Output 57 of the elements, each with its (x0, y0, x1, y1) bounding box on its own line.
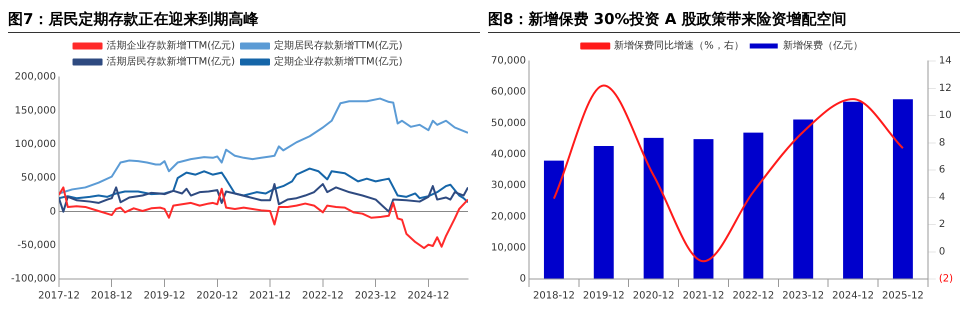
x-tick-label: 2024-12 (408, 290, 450, 302)
bar (594, 146, 614, 278)
x-tick-label: 2022-12 (302, 290, 344, 302)
y-tick-label: 0 (50, 206, 56, 218)
x-tick-label: 2023-12 (782, 290, 824, 302)
y2-tick-label: (2) (938, 274, 954, 285)
y2-tick-label: 6 (938, 164, 946, 176)
x-tick-label: 2019-12 (582, 290, 625, 302)
x-tick-label: 2020-12 (196, 290, 238, 302)
bar (644, 138, 664, 278)
bar (843, 102, 864, 278)
legend-label: 活期企业存款新增TTM(亿元) (106, 40, 236, 52)
y-tick-label: 100,000 (14, 138, 56, 150)
y-tick-label: 50,000 (490, 118, 526, 129)
y-tick-label: 70,000 (490, 56, 526, 67)
y2-tick-label: 10 (938, 110, 952, 122)
bar (793, 120, 814, 278)
legend-label: 定期居民存款新增TTM(亿元) (274, 40, 403, 52)
bar (694, 139, 714, 278)
y-tick-label: 150,000 (14, 105, 56, 116)
y2-tick-label: 12 (938, 82, 952, 94)
legend-label: 活期居民存款新增TTM(亿元) (106, 56, 236, 68)
chart-title: 图7：居民定期存款正在迎来到期高峰 (8, 8, 480, 33)
legend-label: 新增保费（亿元） (782, 40, 863, 52)
y-tick-label: 50,000 (20, 172, 56, 184)
y-tick-label: 0 (520, 274, 526, 285)
chart-title: 图8：新增保费 30%投资 A 股政策带来险资增配空间 (488, 8, 960, 33)
line-series (552, 84, 904, 262)
x-tick-label: 2018-12 (533, 290, 575, 302)
legend-label: 新增保费同比增速（%，右） (614, 40, 744, 52)
x-tick-label: 2018-12 (90, 290, 133, 302)
x-tick-label: 2024-12 (832, 290, 874, 302)
y-tick-label: 40,000 (490, 149, 526, 160)
x-tick-label: 2023-12 (354, 290, 397, 302)
y-tick-label: 20,000 (490, 211, 526, 222)
y-tick-label: 60,000 (490, 86, 526, 98)
legend-label: 定期企业存款新增TTM(亿元) (274, 56, 403, 68)
x-tick-label: 2021-12 (249, 290, 291, 302)
x-tick-label: 2021-12 (682, 290, 724, 302)
y-tick-label: 30,000 (490, 180, 526, 192)
x-tick-label: 2022-12 (732, 290, 774, 302)
x-tick-label: 2025-12 (882, 290, 924, 302)
bar (544, 160, 564, 278)
y2-tick-label: 14 (938, 56, 952, 67)
y-tick-label: -100,000 (10, 274, 56, 285)
y-tick-label: -50,000 (17, 240, 56, 251)
y2-tick-label: 0 (938, 246, 946, 258)
y-tick-label: 10,000 (490, 242, 526, 254)
y-tick-label: 200,000 (14, 72, 56, 83)
bar (743, 132, 764, 278)
x-tick-label: 2019-12 (144, 290, 186, 302)
y2-tick-label: 4 (938, 192, 946, 203)
y2-tick-label: 2 (938, 219, 946, 230)
x-tick-label: 2017-12 (38, 290, 80, 302)
bar (892, 99, 913, 278)
y2-tick-label: 8 (938, 137, 946, 148)
x-tick-label: 2020-12 (632, 290, 675, 302)
